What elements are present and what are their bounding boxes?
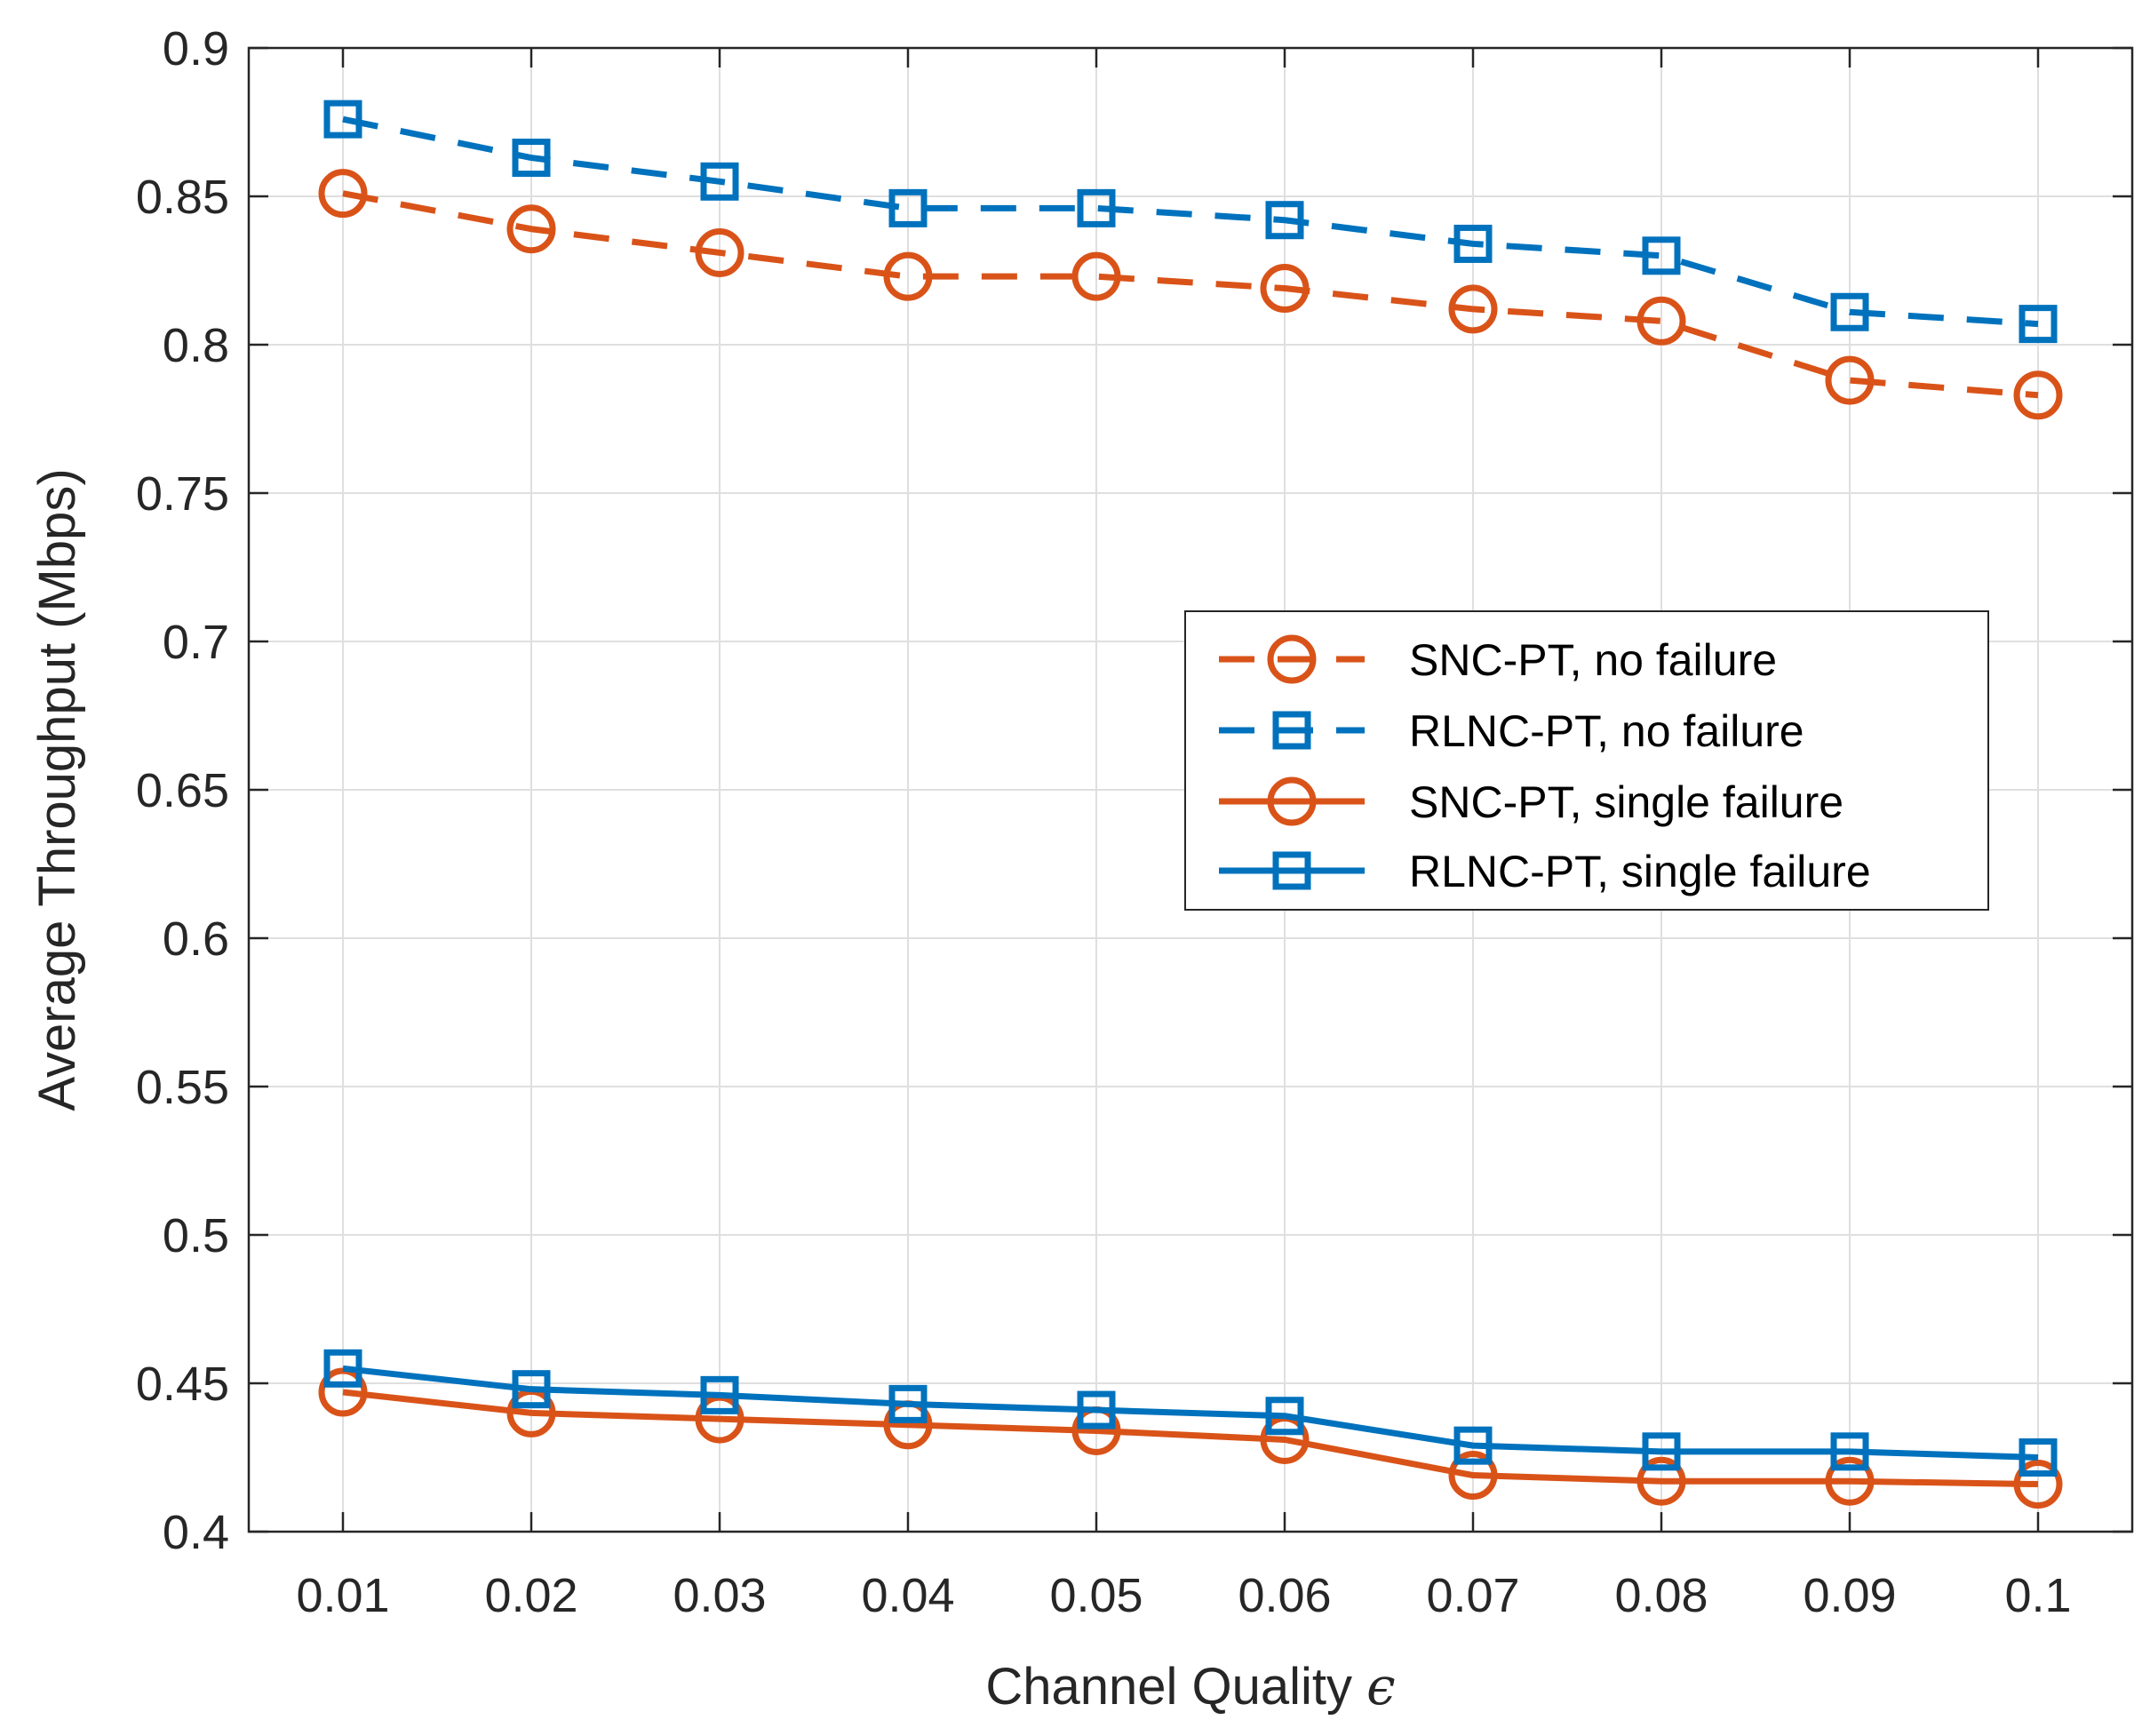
data-point-marker [700, 162, 739, 201]
legend-marker-sample [1267, 634, 1317, 684]
data-point-marker [2019, 1438, 2058, 1477]
data-point-marker [883, 251, 933, 301]
data-point-marker [318, 169, 368, 219]
y-tick-label: 0.8 [163, 319, 229, 372]
y-tick-label: 0.5 [163, 1209, 229, 1262]
data-point-marker [1642, 1432, 1681, 1471]
x-axis-label: Channel Quality ϵ [985, 1656, 1395, 1716]
legend-box [1184, 610, 1989, 911]
legend-marker-sample [1272, 711, 1311, 750]
legend-label: SNC-PT, no failure [1409, 635, 1777, 685]
data-point-marker [1260, 264, 1310, 314]
data-point-marker [1825, 355, 1875, 405]
data-point-marker [512, 1370, 551, 1409]
legend: SNC-PT, no failure RLNC-PT, no failure SNC… [1184, 610, 1989, 911]
legend-entry-0: SNC-PT, no failure [1219, 634, 1777, 685]
data-point-marker [1642, 236, 1681, 275]
y-tick-label: 0.4 [163, 1506, 229, 1559]
data-point-marker [1830, 292, 1869, 331]
data-point-marker [1830, 1432, 1869, 1471]
y-axis-label: Average Throughput (Mbps) [28, 468, 86, 1111]
legend-entry-1: RLNC-PT, no failure [1219, 706, 1804, 756]
axis-ticks [249, 46, 2132, 1533]
data-point-marker [1636, 296, 1686, 346]
legend-label: RLNC-PT, single failure [1409, 847, 1871, 896]
data-point-marker [323, 100, 362, 139]
legend-marker-sample [1272, 851, 1311, 890]
legend-entry-3: RLNC-PT, single failure [1219, 847, 1871, 896]
legend-label: SNC-PT, single failure [1409, 777, 1843, 827]
legend-label: RLNC-PT, no failure [1409, 706, 1804, 756]
y-tick-label: 0.85 [136, 171, 229, 224]
series-0 [318, 169, 2063, 420]
x-tick-label: 0.01 [296, 1569, 389, 1622]
data-point-marker [888, 1384, 928, 1423]
legend-entry-2: SNC-PT, single failure [1219, 776, 1843, 827]
data-point-marker [1071, 251, 1121, 301]
data-point-marker [1448, 284, 1498, 334]
data-point-marker [506, 204, 556, 254]
y-tick-label: 0.6 [163, 912, 229, 966]
data-point-marker [1265, 201, 1304, 240]
data-point-marker [2013, 370, 2063, 420]
y-tick-label: 0.75 [136, 467, 229, 521]
x-tick-label: 0.05 [1049, 1569, 1143, 1622]
x-tick-label: 0.03 [673, 1569, 766, 1622]
y-tick-label: 0.65 [136, 764, 229, 817]
data-point-marker [1453, 1426, 1493, 1465]
x-tick-label: 0.06 [1238, 1569, 1331, 1622]
series-line [342, 115, 2039, 328]
series-line [342, 190, 2039, 399]
data-point-marker [1825, 1456, 1875, 1506]
x-tick-label: 0.1 [2004, 1569, 2071, 1622]
data-point-marker [695, 227, 745, 277]
x-tick-label: 0.04 [861, 1569, 954, 1622]
data-point-marker [323, 1349, 362, 1388]
legend-items: SNC-PT, no failure RLNC-PT, no failure SNC… [1219, 634, 1871, 896]
series-3 [323, 1349, 2058, 1477]
data-point-marker [2019, 305, 2058, 344]
y-tick-label: 0.55 [136, 1061, 229, 1114]
y-tick-label: 0.9 [163, 22, 229, 76]
y-tick-label: 0.45 [136, 1358, 229, 1411]
x-tick-label: 0.07 [1426, 1569, 1519, 1622]
x-tick-label: 0.08 [1614, 1569, 1708, 1622]
data-point-marker [700, 1375, 739, 1414]
data-point-marker [1265, 1397, 1304, 1436]
data-point-marker [1636, 1456, 1686, 1506]
series-layer [318, 100, 2063, 1509]
data-point-marker [1077, 188, 1116, 227]
y-axis-tick-labels: 0.4 0.45 0.5 0.55 0.6 0.65 0.7 0.75 0.8 0.85 0.9 [136, 22, 229, 1559]
series-1 [323, 100, 2058, 344]
y-tick-label: 0.7 [163, 616, 229, 669]
data-point-marker [2013, 1460, 2063, 1509]
data-point-marker [1077, 1390, 1116, 1429]
x-tick-label: 0.02 [484, 1569, 577, 1622]
x-tick-label: 0.09 [1803, 1569, 1896, 1622]
data-point-marker [888, 188, 928, 227]
legend-marker-sample [1267, 776, 1317, 826]
series-line [342, 1389, 2039, 1488]
data-point-marker [1448, 1451, 1498, 1501]
series-line [342, 1365, 2039, 1461]
data-point-marker [512, 139, 551, 178]
x-axis-tick-labels: 0.01 0.02 0.03 0.04 0.05 0.06 0.07 0.08 0.09 0.1 [296, 1569, 2071, 1622]
data-point-marker [1453, 224, 1493, 263]
